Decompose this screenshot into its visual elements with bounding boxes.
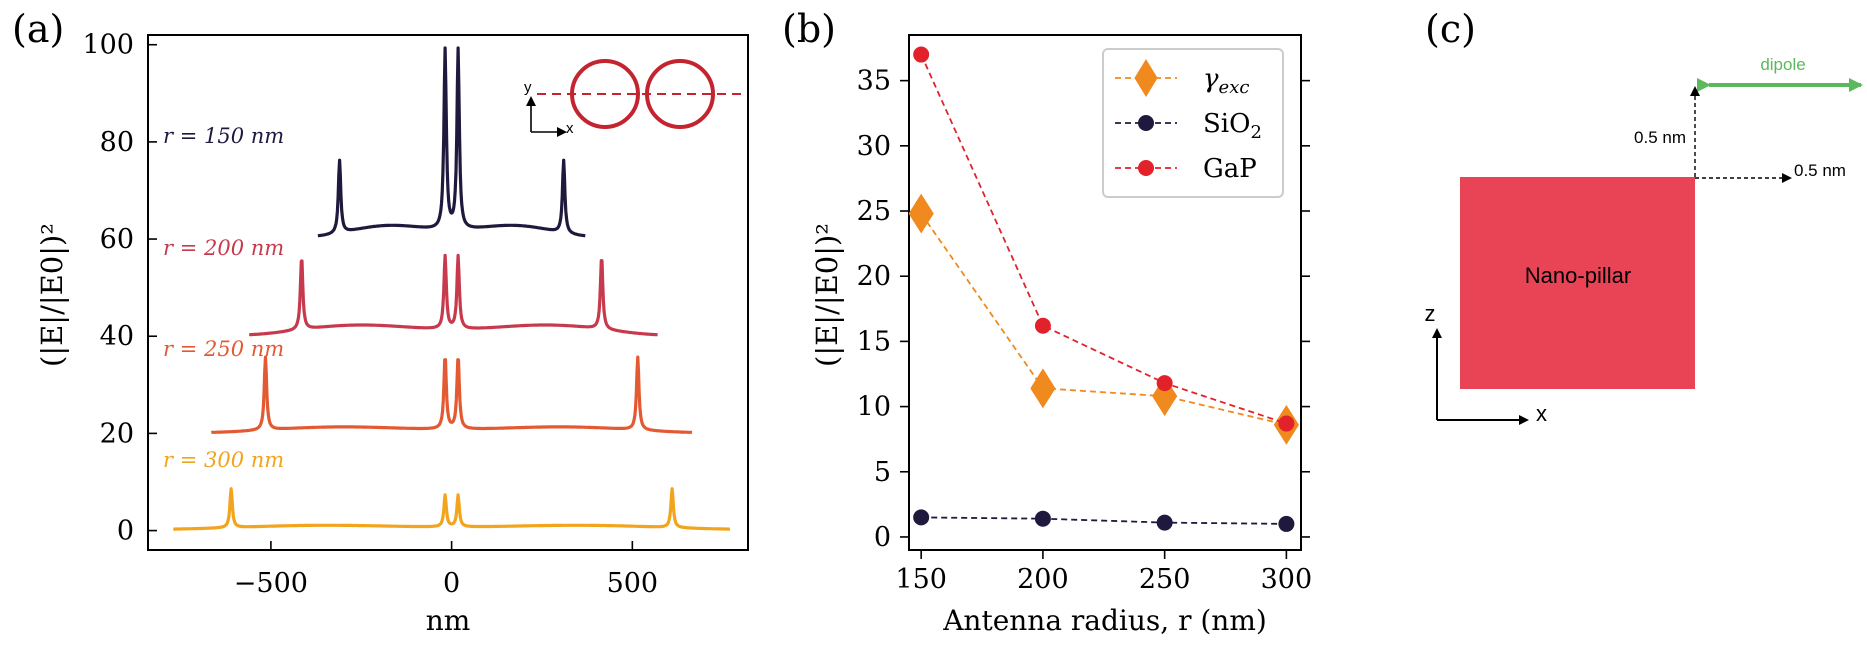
panel-a-curve-label: r = 200 nm bbox=[163, 236, 284, 260]
panel-a-curves bbox=[172, 46, 731, 531]
panel-b-ytick-label: 0 bbox=[874, 522, 891, 553]
gap-vertical-label: 0.5 nm bbox=[1634, 128, 1686, 147]
panel-b-ytick-label: 5 bbox=[874, 457, 891, 488]
panel-a-curve-label: r = 150 nm bbox=[163, 124, 284, 148]
panel-b-xtick-label: 150 bbox=[895, 564, 947, 595]
panel-b-ylabel: (|E|/|E0|)² bbox=[810, 223, 844, 367]
panel-a-xlabel: nm bbox=[426, 604, 471, 637]
panel-b-series-line bbox=[920, 213, 1287, 426]
inset-left-disk bbox=[570, 59, 640, 129]
legend-label-sub: exc bbox=[1219, 77, 1250, 98]
legend-marker-diamond bbox=[1134, 59, 1158, 97]
panel-a-ylabel: (|E|/|E0|)² bbox=[35, 223, 69, 367]
panel-b-ytick-label: 35 bbox=[857, 66, 891, 97]
panel-b-ytick-label: 20 bbox=[857, 261, 891, 292]
nano-pillar-label: Nano-pillar bbox=[1525, 263, 1631, 288]
legend-label-main: γ bbox=[1203, 64, 1219, 94]
legend-label: γexc bbox=[1203, 64, 1249, 98]
legend-label: GaP bbox=[1203, 154, 1257, 184]
legend-marker-circle bbox=[1138, 115, 1154, 131]
panel-a-ytick-label: 40 bbox=[100, 321, 134, 352]
legend-marker-circle bbox=[1138, 160, 1154, 176]
panel-a-ytick-label: 20 bbox=[100, 418, 134, 449]
panel-b-point-diamond bbox=[1030, 368, 1056, 409]
panel-a-series-line bbox=[317, 46, 587, 238]
panel-a-ytick-label: 0 bbox=[117, 516, 134, 547]
legend-label: SiO2 bbox=[1203, 109, 1262, 143]
panel-a-series-line bbox=[172, 487, 731, 531]
panel-a-inset-dimer: y x bbox=[524, 59, 742, 137]
panel-b-ytick-label: 30 bbox=[857, 131, 891, 162]
panel-a-series-line bbox=[248, 253, 659, 337]
panel-a-ytick-label: 100 bbox=[82, 30, 134, 61]
panel-b-ytick-label: 25 bbox=[857, 196, 891, 227]
panel-b-point-diamond bbox=[908, 193, 934, 234]
gap-horizontal-label: 0.5 nm bbox=[1794, 161, 1846, 180]
panel-a: (a) −500 0 500 0 20 40 60 80 100 r = 150 nm r = 2… bbox=[12, 7, 749, 637]
panel-a-curve-labels: r = 150 nm r = 200 nm r = 250 nm r = 300 nm bbox=[163, 124, 284, 472]
panel-a-xtick-label: 0 bbox=[443, 568, 460, 599]
panel-b-xtick-label: 300 bbox=[1261, 564, 1313, 595]
panel-b-legend: γexc SiO2 GaP bbox=[1102, 48, 1284, 198]
panel-a-curve-label: r = 300 nm bbox=[163, 448, 284, 472]
panel-b-xlabel: Antenna radius, r (nm) bbox=[942, 604, 1267, 637]
panel-b-point-circle bbox=[1156, 375, 1173, 392]
inset-x-label: x bbox=[566, 120, 574, 137]
z-axis-label: z bbox=[1425, 301, 1436, 326]
panel-c: (c) Nano-pillar dipole 0.5 nm 0.5 nm z x bbox=[1425, 7, 1863, 426]
panel-b-ytick-label: 10 bbox=[857, 392, 891, 423]
legend-label-sub: 2 bbox=[1250, 122, 1261, 143]
x-axis-label: x bbox=[1536, 401, 1547, 426]
panel-b-series bbox=[908, 46, 1299, 532]
panel-a-ytick-label: 60 bbox=[100, 224, 134, 255]
panel-a-axes-frame bbox=[147, 34, 749, 551]
panel-b-xtick-label: 250 bbox=[1139, 564, 1191, 595]
panel-a-xtick-label: 500 bbox=[607, 568, 659, 599]
panel-b-ytick-label: 15 bbox=[857, 326, 891, 357]
panel-c-label: (c) bbox=[1425, 7, 1476, 51]
panel-b-point-circle bbox=[1278, 515, 1295, 532]
legend-label-main: GaP bbox=[1203, 154, 1257, 184]
panel-b-point-circle bbox=[1034, 510, 1051, 527]
panel-a-ticks: −500 0 500 0 20 40 60 80 100 bbox=[82, 30, 658, 599]
panel-a-ytick-label: 80 bbox=[100, 127, 134, 158]
panel-b-point-circle bbox=[1034, 317, 1051, 334]
panel-b-point-circle bbox=[1278, 415, 1295, 432]
panel-a-label: (a) bbox=[12, 7, 64, 51]
panel-a-series-line bbox=[210, 355, 693, 434]
panel-b-ticks: 150 200 250 300 0 5 10 15 20 25 30 35 bbox=[857, 66, 1313, 595]
nano-pillar bbox=[1460, 177, 1695, 389]
panel-b-point-circle bbox=[913, 46, 930, 63]
legend-label-main: SiO bbox=[1203, 109, 1250, 139]
panel-b-axes-frame bbox=[908, 34, 1302, 551]
panel-a-curve-label: r = 250 nm bbox=[163, 337, 284, 361]
panel-b-series-line bbox=[921, 516, 1287, 525]
panel-b-xtick-label: 200 bbox=[1017, 564, 1069, 595]
inset-right-disk bbox=[645, 59, 715, 129]
panel-b-point-circle bbox=[1156, 514, 1173, 531]
panel-b-point-circle bbox=[913, 509, 930, 526]
dipole-label: dipole bbox=[1760, 55, 1805, 74]
panel-a-xtick-label: −500 bbox=[234, 568, 308, 599]
panel-b-label: (b) bbox=[782, 7, 836, 51]
panel-b: (b) 150 200 250 300 0 5 10 15 20 25 30 35 (|E|/|E0|… bbox=[782, 7, 1312, 637]
inset-y-label: y bbox=[524, 79, 532, 96]
panel-b-series-line bbox=[920, 54, 1287, 425]
